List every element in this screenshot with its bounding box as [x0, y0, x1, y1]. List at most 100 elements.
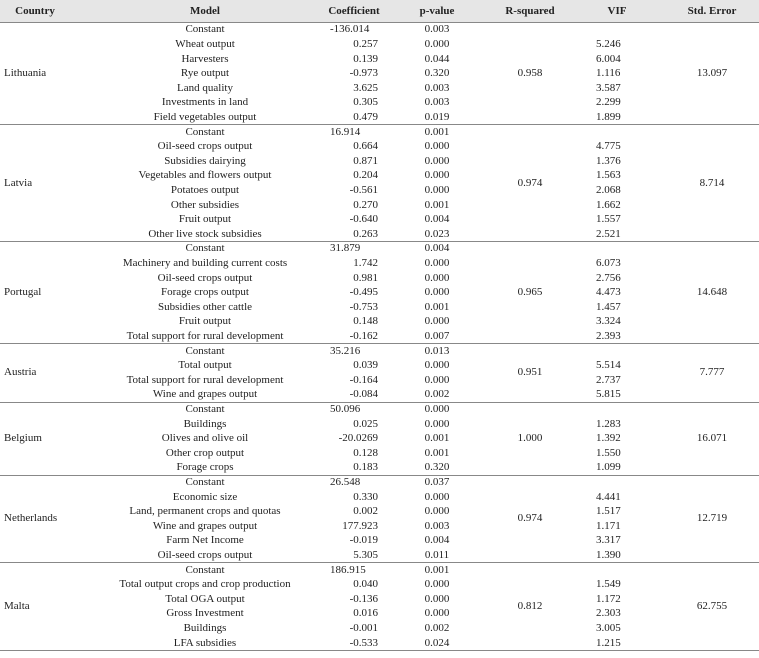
p-value-cell: 0.000 — [424, 402, 450, 415]
coefficient-cell: -0.495 — [349, 286, 378, 299]
p-value-cell: 0.013 — [424, 344, 450, 357]
p-value-cell: 0.019 — [424, 110, 450, 123]
p-value-cell: 0.002 — [424, 388, 450, 401]
p-value-cell: 0.007 — [424, 329, 450, 342]
p-value-cell: 0.000 — [424, 271, 450, 284]
vif-cell: 1.899 — [596, 110, 621, 123]
p-value-cell: 0.000 — [424, 578, 450, 591]
p-value-cell: 0.003 — [424, 23, 450, 36]
vif-cell: 5.514 — [596, 359, 621, 372]
p-value-cell: 0.001 — [424, 563, 450, 576]
group-separator — [0, 343, 759, 344]
std-error-cell: 16.071 — [696, 432, 728, 445]
p-value-cell: 0.001 — [424, 300, 450, 313]
coefficient-cell: 0.128 — [353, 446, 378, 459]
country-cell: Portugal — [4, 286, 42, 299]
coefficient-cell: 0.981 — [353, 271, 378, 284]
header-background — [0, 0, 759, 22]
p-value-cell: 0.001 — [424, 125, 450, 138]
coefficient-cell: 0.263 — [353, 227, 378, 240]
coefficient-cell: -0.973 — [349, 67, 378, 80]
country-cell: Latvia — [4, 176, 33, 189]
model-cell: Total support for rural development — [126, 329, 284, 342]
vif-cell: 2.756 — [596, 271, 621, 284]
country-cell: Lithuania — [4, 67, 47, 80]
header-cell: Coefficient — [328, 5, 380, 17]
model-cell: Total output crops and crop production — [119, 578, 291, 591]
coefficient-cell: 26.548 — [330, 475, 361, 488]
vif-cell: 1.662 — [596, 198, 621, 211]
r-squared-cell: 0.974 — [517, 176, 543, 189]
p-value-cell: 0.000 — [424, 607, 450, 620]
r-squared-cell: 0.812 — [517, 600, 543, 612]
model-cell: Constant — [185, 242, 225, 255]
p-value-cell: 0.044 — [424, 52, 450, 65]
coefficient-cell: 0.270 — [353, 198, 378, 211]
vif-cell: 2.303 — [596, 607, 621, 620]
coefficient-cell: 186.915 — [330, 563, 366, 576]
coefficient-cell: 0.040 — [353, 578, 378, 591]
vif-cell: 1.172 — [596, 592, 621, 605]
vif-cell: 5.246 — [596, 37, 621, 50]
vif-cell: 1.390 — [596, 548, 621, 561]
p-value-cell: 0.004 — [424, 213, 450, 226]
model-cell: Total output — [178, 359, 232, 372]
vif-cell: 4.775 — [596, 140, 621, 153]
p-value-cell: 0.320 — [424, 461, 450, 474]
model-cell: Wheat output — [175, 37, 235, 50]
p-value-cell: 0.000 — [424, 169, 450, 182]
model-cell: Gross Investment — [166, 607, 244, 620]
std-error-cell: 12.719 — [696, 512, 728, 525]
model-cell: Subsidies dairying — [164, 154, 246, 167]
coefficient-cell: 0.139 — [353, 52, 378, 65]
model-cell: Machinery and building current costs — [122, 256, 288, 269]
model-cell: Investments in land — [161, 96, 249, 109]
coefficient-cell: 0.871 — [353, 154, 378, 167]
vif-cell: 6.073 — [596, 256, 621, 269]
group-separator — [0, 241, 759, 242]
model-cell: Constant — [185, 125, 225, 138]
model-cell: Oil-seed crops output — [157, 548, 253, 561]
vif-cell: 6.004 — [596, 52, 621, 65]
p-value-cell: 0.003 — [424, 96, 450, 109]
vif-cell: 3.005 — [596, 621, 621, 634]
model-cell: Forage crops output — [161, 286, 249, 299]
model-cell: Other live stock subsidies — [148, 227, 262, 240]
vif-cell: 1.557 — [596, 213, 621, 226]
coefficient-cell: 0.183 — [353, 461, 378, 474]
model-cell: Constant — [185, 344, 225, 357]
coefficient-cell: -20.0269 — [338, 432, 378, 445]
vif-cell: 5.815 — [596, 388, 621, 401]
vif-cell: 2.737 — [596, 373, 621, 386]
model-cell: Constant — [185, 402, 225, 415]
r-squared-cell: 0.958 — [517, 67, 543, 80]
coefficient-cell: 31.879 — [330, 242, 361, 255]
country-cell: Netherlands — [4, 512, 58, 525]
coefficient-cell: 0.025 — [353, 417, 378, 430]
vif-cell: 1.517 — [596, 505, 621, 518]
coefficient-cell: -0.084 — [349, 388, 378, 401]
group-separator — [0, 562, 759, 563]
p-value-cell: 0.320 — [424, 67, 450, 80]
r-squared-cell: 0.965 — [517, 286, 543, 299]
coefficient-cell: 0.148 — [353, 315, 378, 328]
vif-cell: 1.549 — [596, 578, 621, 591]
vif-cell: 1.215 — [596, 636, 621, 649]
coefficient-cell: -0.640 — [349, 213, 378, 226]
vif-cell: 1.116 — [596, 67, 621, 80]
model-cell: Buildings — [183, 417, 227, 430]
header-cell: Std. Error — [687, 5, 737, 17]
coefficient-cell: -0.164 — [349, 373, 378, 386]
model-cell: Oil-seed crops output — [157, 140, 253, 153]
vif-cell: 3.324 — [596, 315, 621, 328]
vif-cell: 3.587 — [596, 81, 621, 94]
p-value-cell: 0.004 — [424, 242, 450, 255]
vif-cell: 1.099 — [596, 461, 621, 474]
coefficient-cell: 1.742 — [353, 256, 378, 269]
model-cell: Other crop output — [165, 446, 245, 459]
p-value-cell: 0.011 — [424, 548, 450, 561]
model-cell: Constant — [185, 475, 225, 488]
coefficient-cell: 5.305 — [353, 548, 378, 561]
group-separator — [0, 475, 759, 476]
coefficient-cell: 0.305 — [353, 96, 378, 109]
